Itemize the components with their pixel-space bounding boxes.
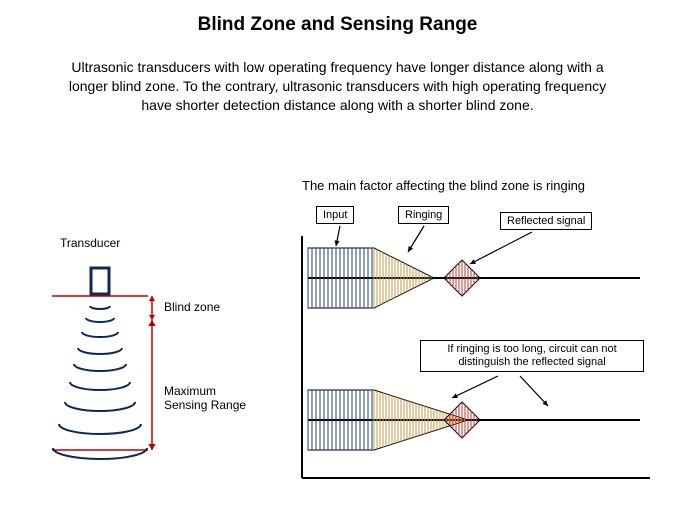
diagram-svg — [0, 0, 675, 506]
slide-root: Blind Zone and Sensing Range Ultrasonic … — [0, 0, 675, 506]
